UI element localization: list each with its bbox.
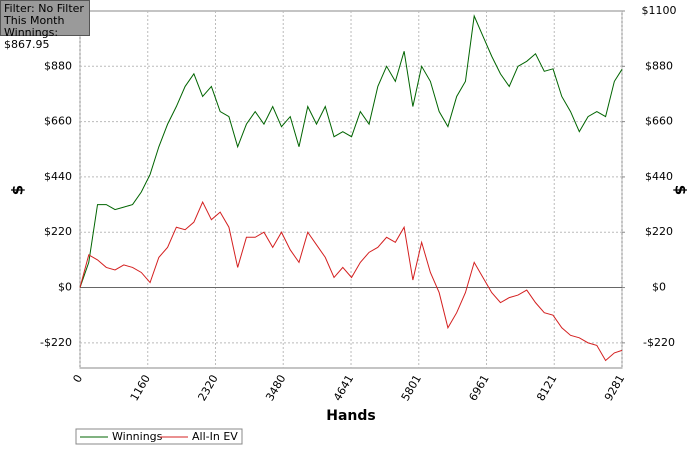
y-tick-label: -$220 <box>40 336 72 349</box>
y2-tick-label: $660 <box>645 115 673 128</box>
legend-label: Winnings <box>112 430 163 443</box>
info-line: This Month <box>4 14 65 27</box>
y-axis-label: $ <box>9 185 27 195</box>
series-line <box>79 200 623 362</box>
x-tick-label: 9281 <box>602 373 627 404</box>
y-tick-label: $0 <box>58 281 72 294</box>
y-tick-label: $220 <box>44 225 72 238</box>
info-line: Filter: No Filter <box>4 2 84 15</box>
y2-tick-label: $880 <box>645 59 673 72</box>
info-line: Winnings: $867.95 <box>4 26 59 51</box>
y2-tick-label: $220 <box>645 225 673 238</box>
x-tick-label: 8121 <box>534 373 559 404</box>
y2-tick-label: -$220 <box>643 336 675 349</box>
x-tick-label: 0 <box>70 373 85 386</box>
info-box: Filter: No Filter This Month Winnings: $… <box>0 0 90 51</box>
y-tick-label: $880 <box>44 59 72 72</box>
x-tick-label: 2320 <box>195 373 220 404</box>
series-line <box>79 14 623 288</box>
legend-box <box>75 428 243 445</box>
x-axis-label: Hands <box>326 408 376 424</box>
x-tick-label: 3480 <box>263 373 288 404</box>
x-tick-label: 4641 <box>331 373 356 404</box>
x-tick-label: 1160 <box>128 373 153 404</box>
y-tick-label: $660 <box>44 115 72 128</box>
y2-tick-label: $1100 <box>642 4 677 17</box>
x-tick-label: 5801 <box>399 373 424 404</box>
legend-label: All-In EV <box>192 430 238 443</box>
y2-tick-label: $440 <box>645 170 673 183</box>
y2-tick-label: $0 <box>652 281 666 294</box>
y-tick-label: $440 <box>44 170 72 183</box>
x-tick-label: 6961 <box>466 373 491 404</box>
y2-axis-label: $ <box>672 185 690 195</box>
